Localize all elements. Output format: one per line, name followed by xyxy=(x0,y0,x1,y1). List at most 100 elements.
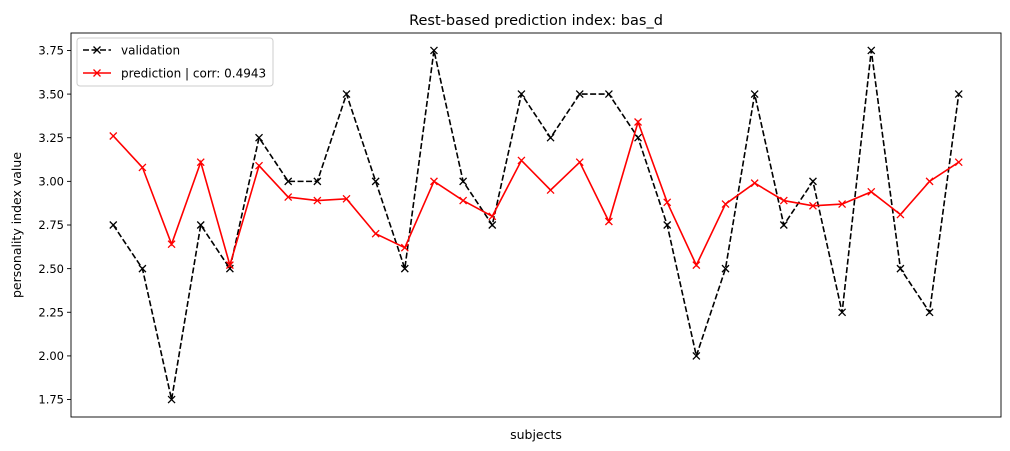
series-0-point xyxy=(342,90,351,99)
point-marker xyxy=(867,187,876,196)
series-1-point xyxy=(517,156,526,165)
series-0-point xyxy=(109,221,118,229)
series-0-point xyxy=(138,264,147,273)
series-0-point xyxy=(400,264,409,273)
point-marker xyxy=(721,200,730,209)
series-1-point xyxy=(225,261,234,270)
legend-item-0: validation xyxy=(83,43,180,57)
x-axis-label: subjects xyxy=(510,427,562,442)
series-1-point xyxy=(779,196,788,205)
point-marker xyxy=(225,264,234,273)
point-marker xyxy=(342,194,351,203)
legend: validation prediction | corr: 0.4943 xyxy=(76,37,274,87)
point-marker xyxy=(167,240,176,249)
point-marker xyxy=(400,264,409,273)
series-1-point xyxy=(604,217,613,226)
series-1-point xyxy=(313,196,322,205)
point-marker xyxy=(546,133,555,142)
y-tick-label: 3.00 xyxy=(38,175,64,189)
series-1-point xyxy=(167,240,176,249)
point-marker xyxy=(546,186,555,195)
point-marker xyxy=(313,177,322,186)
point-marker xyxy=(284,177,293,186)
point-marker xyxy=(808,177,817,186)
series-0-point xyxy=(167,395,176,404)
point-marker xyxy=(634,133,642,142)
y-tick-label: 3.75 xyxy=(38,44,64,58)
point-marker xyxy=(196,158,205,167)
series-1-point xyxy=(808,201,817,210)
point-marker xyxy=(925,177,934,186)
y-tick-label: 2.50 xyxy=(38,262,64,276)
point-marker xyxy=(692,351,701,360)
series-1-point xyxy=(342,194,351,203)
series-1-point xyxy=(459,196,468,205)
point-marker xyxy=(808,201,817,210)
point-marker xyxy=(954,90,963,99)
point-marker xyxy=(517,90,526,99)
series-0-point xyxy=(517,90,526,99)
point-marker xyxy=(109,132,118,140)
point-marker xyxy=(167,395,176,404)
y-tick-label: 3.25 xyxy=(38,131,64,145)
point-marker xyxy=(867,46,876,55)
plot-frame xyxy=(70,32,1002,418)
series-0-point xyxy=(634,133,642,142)
point-marker xyxy=(225,261,234,270)
point-marker xyxy=(838,200,847,209)
point-marker xyxy=(488,221,497,229)
point-marker xyxy=(721,264,730,273)
series-0-point xyxy=(488,221,497,229)
series-line-1 xyxy=(112,119,960,269)
point-marker xyxy=(255,161,264,170)
point-marker xyxy=(138,264,147,273)
series-1-point xyxy=(546,186,555,195)
point-marker xyxy=(750,90,759,99)
point-marker xyxy=(371,229,380,238)
series-0-point xyxy=(954,90,963,99)
point-marker xyxy=(779,196,788,205)
series-line-0 xyxy=(112,50,960,400)
series-0-point xyxy=(196,221,205,229)
series-1-point xyxy=(400,243,409,252)
series-0-point xyxy=(663,221,672,229)
series-0-point xyxy=(255,133,264,142)
series-1-point xyxy=(488,212,497,221)
series-1-point xyxy=(750,179,759,188)
legend-marker xyxy=(93,69,101,77)
series-1-point xyxy=(925,177,934,186)
point-marker xyxy=(575,90,584,99)
series-1-point xyxy=(255,161,264,170)
y-tick-label: 2.00 xyxy=(38,349,64,363)
series-1-point xyxy=(867,187,876,196)
y-tick-label: 2.25 xyxy=(38,305,64,319)
point-marker xyxy=(896,210,905,219)
series-0-point xyxy=(546,133,555,142)
series-1-point xyxy=(896,210,905,219)
point-marker xyxy=(284,193,293,202)
legend-label: prediction | corr: 0.4943 xyxy=(121,66,266,80)
series-1-point xyxy=(634,118,642,126)
point-marker xyxy=(692,261,701,270)
y-tick-label: 1.75 xyxy=(38,393,64,407)
series-1-point xyxy=(692,261,701,270)
point-marker xyxy=(750,179,759,188)
point-marker xyxy=(663,221,672,229)
series-1-point xyxy=(721,200,730,209)
series-0-point xyxy=(371,177,380,186)
point-marker xyxy=(109,221,118,229)
series-1-point xyxy=(663,198,672,207)
legend-marker xyxy=(93,46,101,54)
point-marker xyxy=(896,264,905,273)
series-0-point xyxy=(575,90,584,99)
series-1-point xyxy=(196,158,205,167)
series-0-point xyxy=(750,90,759,99)
point-marker xyxy=(925,308,934,317)
series-1-point xyxy=(430,177,438,186)
series-1-point xyxy=(284,193,293,202)
point-marker xyxy=(954,158,963,167)
point-marker xyxy=(634,118,642,126)
plot-area: 1.75 2.00 2.25 2.50 2.75 3.00 3.25 3.50 3.75 xyxy=(38,32,1002,418)
point-marker xyxy=(138,163,147,172)
series-0-point xyxy=(721,264,730,273)
